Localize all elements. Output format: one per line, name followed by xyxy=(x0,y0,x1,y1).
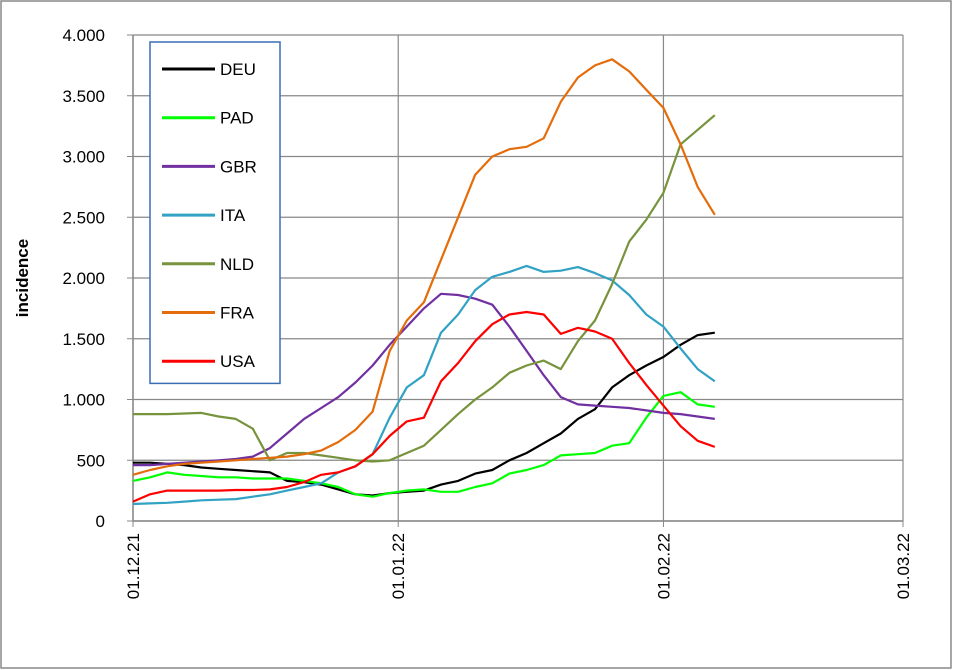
series-line xyxy=(133,331,715,497)
y-tick-label: 500 xyxy=(77,451,105,470)
y-axis-label: incidence xyxy=(13,239,32,317)
y-tick-label: 1.500 xyxy=(62,330,105,349)
legend-label: USA xyxy=(220,352,256,371)
y-tick-label: 3.000 xyxy=(62,148,105,167)
y-tick-label: 2.500 xyxy=(62,208,105,227)
legend-label: DEU xyxy=(220,60,256,79)
y-tick-label: 4.000 xyxy=(62,26,105,45)
x-tick-label: 01.03.22 xyxy=(894,533,913,599)
x-tick-label: 01.01.22 xyxy=(389,533,408,599)
x-tick-label: 01.02.22 xyxy=(654,533,673,599)
legend-label: FRA xyxy=(220,304,255,323)
series-line xyxy=(132,58,716,476)
legend-label: ITA xyxy=(220,206,246,225)
series-line xyxy=(132,391,715,498)
legend-box xyxy=(149,41,281,385)
series-line xyxy=(133,114,716,463)
series-line xyxy=(132,310,716,503)
legend-label: NLD xyxy=(220,255,254,274)
series-line xyxy=(133,292,715,467)
y-tick-label: 0 xyxy=(96,512,105,531)
legend-label: GBR xyxy=(220,157,257,176)
y-tick-label: 3.500 xyxy=(62,87,105,106)
y-tick-label: 1.000 xyxy=(62,391,105,410)
series-line xyxy=(132,264,716,506)
y-tick-label: 2.000 xyxy=(62,269,105,288)
legend-label: PAD xyxy=(220,109,254,128)
x-tick-label: 01.12.21 xyxy=(124,533,143,599)
